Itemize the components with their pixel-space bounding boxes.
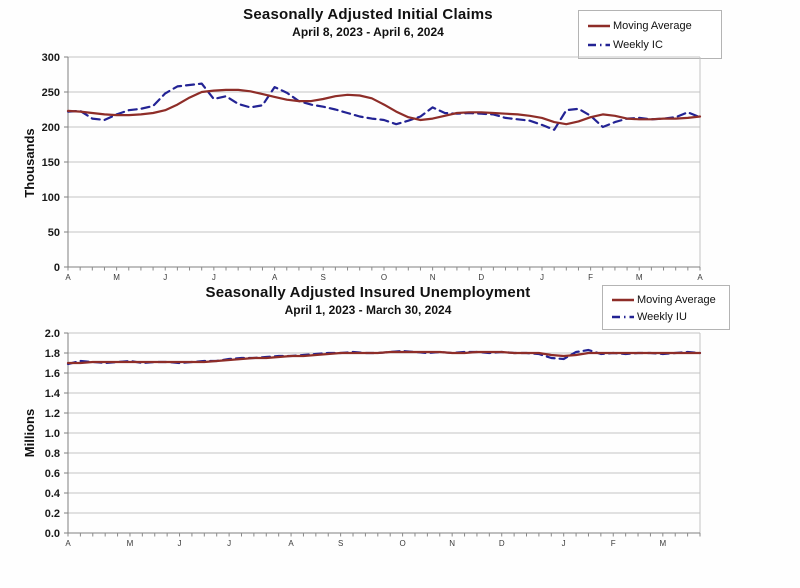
- x-tick-label: J: [178, 539, 182, 548]
- y-tick-label: 150: [42, 157, 60, 169]
- x-tick-label: M: [659, 539, 666, 548]
- x-tick-label: A: [272, 273, 278, 282]
- x-tick-label: A: [288, 539, 294, 548]
- solid-line-sample-icon: [588, 24, 610, 27]
- x-tick-label: D: [478, 273, 484, 282]
- x-tick-label: J: [163, 273, 167, 282]
- x-tick-label: J: [562, 539, 566, 548]
- x-tick-label: J: [540, 273, 544, 282]
- y-tick-label: 2.0: [45, 328, 60, 340]
- legend-label: Moving Average: [613, 19, 692, 32]
- dashed-line-sample-icon: [612, 315, 634, 318]
- initial-claims-title: Seasonally Adjusted Initial Claims: [243, 6, 493, 23]
- y-tick-label: 0.6: [45, 468, 60, 480]
- weekly-ic-line: [66, 82, 702, 131]
- x-tick-label: O: [381, 273, 387, 282]
- x-tick-label: S: [321, 273, 326, 282]
- legend-label: Moving Average: [637, 293, 716, 306]
- x-tick-label: M: [127, 539, 134, 548]
- y-tick-label: 100: [42, 192, 60, 204]
- x-tick-label: A: [697, 273, 703, 282]
- y-tick-label: 0.0: [45, 528, 60, 540]
- initial-claims-subtitle: April 8, 2023 - April 6, 2024: [292, 25, 444, 39]
- x-tick-label: M: [636, 273, 643, 282]
- initial-claims-plot: 0 50 100 150 200 250 300 A M J J A S O N D J F M A: [42, 52, 704, 282]
- dashed-line-sample-icon: [588, 43, 610, 46]
- x-tick-label: J: [212, 273, 216, 282]
- y-tick-label: 200: [42, 122, 60, 134]
- solid-line-sample-icon: [612, 298, 634, 301]
- insured-unemployment-title: Seasonally Adjusted Insured Unemployment: [205, 284, 531, 301]
- y-tick-label: 1.2: [45, 408, 60, 420]
- x-tick-label: N: [449, 539, 455, 548]
- legend-label: Weekly IU: [637, 310, 687, 323]
- y-tick-label: 1.8: [45, 348, 60, 360]
- insured-unemployment-subtitle: April 1, 2023 - March 30, 2024: [284, 303, 452, 317]
- x-tick-label: D: [499, 539, 505, 548]
- x-tick-label: F: [611, 539, 616, 548]
- legend-item-moving-average: Moving Average: [587, 16, 713, 35]
- x-tick-label: F: [588, 273, 593, 282]
- legend-item-moving-average: Moving Average: [611, 291, 721, 308]
- y-tick-label: 1.4: [45, 388, 61, 400]
- y-tick-label: 1.6: [45, 368, 60, 380]
- x-tick-label: O: [399, 539, 405, 548]
- x-tick-label: J: [227, 539, 231, 548]
- insured-unemployment-plot: 0.0 0.2 0.4 0.6 0.8 1.0 1.2 1.4 1.6 1.8 2.0 A M J J A S O…: [45, 328, 702, 548]
- y-tick-label: 300: [42, 52, 60, 64]
- y-tick-label: 250: [42, 87, 60, 99]
- x-tick-label: A: [65, 539, 71, 548]
- legend-item-weekly-iu: Weekly IU: [611, 308, 721, 325]
- y-tick-label: 0: [54, 262, 60, 274]
- x-tick-label: M: [113, 273, 120, 282]
- moving-average-line: [66, 350, 702, 365]
- legend-item-weekly-ic: Weekly IC: [587, 35, 713, 54]
- x-tick-label: N: [430, 273, 436, 282]
- x-tick-label: A: [65, 273, 71, 282]
- insured-unemployment-legend: Moving Average Weekly IU: [602, 285, 730, 330]
- initial-claims-legend: Moving Average Weekly IC: [578, 10, 722, 59]
- moving-average-line: [66, 88, 702, 126]
- y-tick-label: 0.4: [45, 488, 61, 500]
- y-tick-label: 0.8: [45, 448, 60, 460]
- x-tick-label: S: [338, 539, 343, 548]
- y-tick-label: 0.2: [45, 508, 60, 520]
- y-tick-label: 1.0: [45, 428, 60, 440]
- y-tick-label: 50: [48, 227, 60, 239]
- legend-label: Weekly IC: [613, 38, 663, 51]
